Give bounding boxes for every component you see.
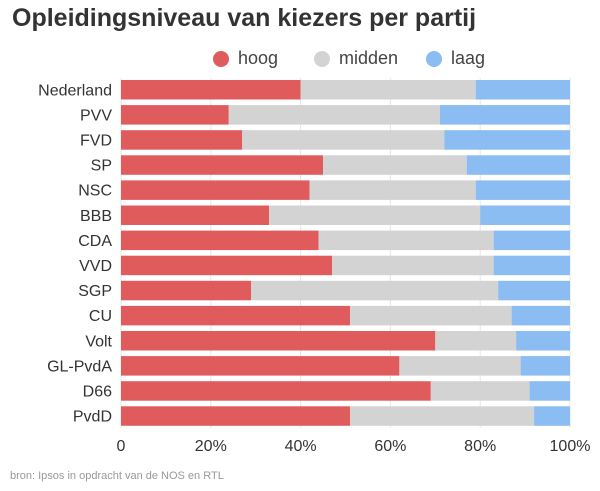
x-tick-label-3: 60% bbox=[374, 438, 406, 455]
bar-vvd-midden bbox=[332, 255, 494, 276]
bar-d66-midden bbox=[430, 381, 530, 401]
x-tick-label-0: 0 bbox=[117, 438, 126, 455]
bar-cu-hoog bbox=[121, 305, 350, 326]
bar-nederland-hoog bbox=[121, 80, 301, 100]
bar-cda-midden bbox=[318, 230, 494, 251]
category-label-gl-pvda: GL-PvdA bbox=[47, 358, 112, 375]
bar-cu-midden bbox=[349, 305, 512, 326]
category-label-pvdd: PvdD bbox=[73, 409, 112, 426]
legend-item-laag: laag bbox=[426, 48, 485, 69]
bar-sp-laag bbox=[466, 155, 570, 175]
bar-sp-midden bbox=[323, 155, 467, 175]
bar-fvd-midden bbox=[242, 130, 445, 150]
bar-pvdd-laag bbox=[534, 406, 570, 426]
legend-item-midden: midden bbox=[314, 48, 398, 69]
bar-gl-pvda-laag bbox=[520, 356, 570, 376]
category-label-cu: CU bbox=[89, 308, 112, 325]
category-label-nederland: Nederland bbox=[38, 82, 112, 99]
bar-pvv-laag bbox=[439, 105, 570, 125]
category-label-volt: Volt bbox=[85, 333, 112, 350]
legend-swatch-laag bbox=[426, 50, 442, 67]
category-label-nsc: NSC bbox=[78, 183, 112, 200]
legend-label-midden: midden bbox=[339, 48, 399, 68]
legend-item-hoog: hoog bbox=[213, 48, 278, 69]
bar-vvd-laag bbox=[493, 255, 570, 276]
bar-fvd-hoog bbox=[121, 130, 243, 150]
category-label-pvv: PVV bbox=[80, 107, 112, 124]
bar-volt-hoog bbox=[121, 331, 436, 351]
legend: hoog midden laag bbox=[0, 48, 600, 72]
category-label-d66: D66 bbox=[83, 383, 112, 400]
bar-nsc-hoog bbox=[121, 180, 310, 200]
chart-title: Opleidingsniveau van kiezers per partij bbox=[12, 4, 477, 32]
source-note: bron: Ipsos in opdracht van de NOS en RT… bbox=[10, 470, 224, 482]
bar-cu-laag bbox=[511, 305, 570, 326]
bar-pvv-midden bbox=[228, 105, 440, 125]
bar-sgp-laag bbox=[498, 280, 570, 301]
bar-nederland-laag bbox=[475, 80, 570, 100]
bar-bbb-midden bbox=[269, 205, 481, 225]
category-label-bbb: BBB bbox=[80, 208, 112, 225]
x-tick-label-1: 20% bbox=[195, 438, 227, 455]
x-tick-label-5: 100% bbox=[550, 438, 591, 455]
bar-bbb-laag bbox=[480, 205, 570, 225]
bar-pvdd-hoog bbox=[121, 406, 350, 426]
category-label-sgp: SGP bbox=[78, 283, 112, 300]
bar-cda-hoog bbox=[121, 230, 319, 251]
bar-gl-pvda-hoog bbox=[121, 356, 400, 376]
bar-nsc-laag bbox=[475, 180, 570, 200]
legend-swatch-midden bbox=[314, 50, 330, 67]
category-labels: Nederland PVV FVD SP NSC BBB CDA VVD SGP CU Volt GL… bbox=[38, 82, 112, 425]
bar-pvdd-midden bbox=[349, 406, 535, 426]
bar-sgp-hoog bbox=[121, 280, 252, 301]
bar-sp-hoog bbox=[121, 155, 324, 175]
bar-vvd-hoog bbox=[121, 255, 333, 276]
category-label-fvd: FVD bbox=[80, 132, 112, 149]
bar-bbb-hoog bbox=[121, 205, 270, 225]
bar-sgp-midden bbox=[251, 280, 499, 301]
bar-d66-laag bbox=[529, 381, 570, 401]
bar-cda-laag bbox=[493, 230, 570, 251]
x-axis-tick-labels: 0 20% 40% 60% 80% 100% bbox=[117, 438, 591, 455]
category-label-vvd: VVD bbox=[79, 258, 112, 275]
bar-pvv-hoog bbox=[121, 105, 229, 125]
legend-label-hoog: hoog bbox=[238, 48, 279, 68]
bars bbox=[121, 80, 570, 426]
legend-label-laag: laag bbox=[451, 48, 486, 68]
category-label-cda: CDA bbox=[78, 233, 112, 250]
x-tick-label-4: 80% bbox=[464, 438, 496, 455]
bar-d66-hoog bbox=[121, 381, 431, 401]
bar-fvd-laag bbox=[444, 130, 570, 150]
bar-nederland-midden bbox=[300, 80, 476, 100]
bar-volt-laag bbox=[516, 331, 570, 351]
legend-swatch-hoog bbox=[213, 50, 229, 67]
bar-nsc-midden bbox=[309, 180, 476, 200]
x-tick-label-2: 40% bbox=[285, 438, 317, 455]
bar-gl-pvda-midden bbox=[399, 356, 521, 376]
category-label-sp: SP bbox=[91, 158, 112, 175]
bar-volt-midden bbox=[435, 331, 517, 351]
